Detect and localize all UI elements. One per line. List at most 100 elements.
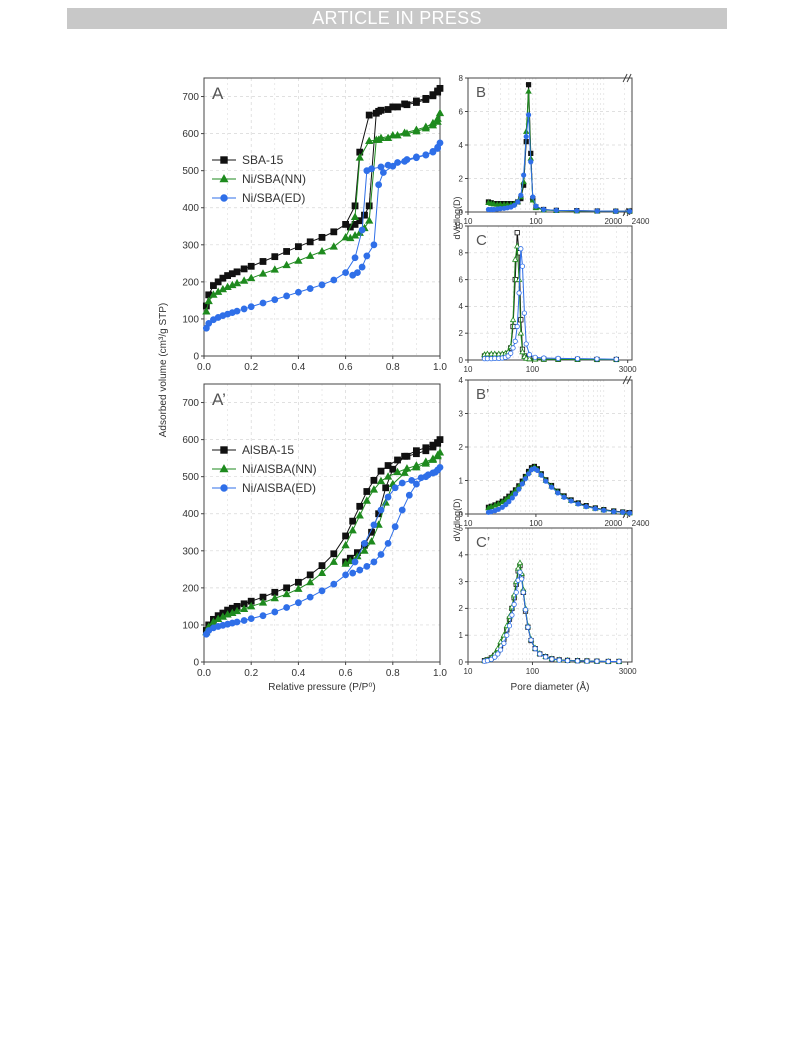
data-point <box>258 598 268 606</box>
data-point <box>365 136 374 144</box>
data-point <box>204 296 213 305</box>
data-point <box>620 509 626 515</box>
x-tick-label: 0.8 <box>386 668 400 679</box>
data-point <box>520 589 526 595</box>
data-point <box>519 481 525 487</box>
data-point <box>306 238 314 246</box>
y-tick-label: 0 <box>459 208 464 217</box>
series-ni-sba-ed- <box>485 112 633 214</box>
data-point <box>348 525 357 534</box>
y-tick-label: 700 <box>182 398 199 409</box>
data-point <box>401 100 409 108</box>
x-tick-label: 100 <box>526 365 540 374</box>
data-point <box>210 282 217 289</box>
plot-frame <box>467 225 633 361</box>
left-y-axis-title: Adsorbed volume (cm³/g STP) <box>158 303 169 438</box>
data-point <box>490 200 498 207</box>
data-point <box>495 506 501 512</box>
data-point <box>509 612 515 618</box>
data-point <box>429 91 437 99</box>
data-point <box>329 242 338 250</box>
data-point <box>363 562 371 570</box>
data-point <box>537 651 543 657</box>
data-point <box>514 323 520 330</box>
data-point <box>594 658 600 664</box>
data-point <box>428 118 438 127</box>
data-point <box>258 269 268 277</box>
data-point <box>214 278 222 286</box>
data-point <box>341 559 350 567</box>
data-point <box>512 491 519 497</box>
data-point <box>412 447 420 455</box>
data-point <box>611 509 617 515</box>
data-point <box>350 212 360 220</box>
data-point <box>355 153 364 161</box>
legend-marker <box>220 156 228 164</box>
y-tick-label: 200 <box>182 583 199 594</box>
data-point <box>510 345 516 351</box>
x-tick-label: 100 <box>526 667 540 676</box>
right-bottom-y-axis-title: dV/dlog(D) <box>452 498 462 541</box>
data-point <box>317 568 327 576</box>
data-point <box>247 303 255 311</box>
y-tick-label: 3 <box>459 409 464 418</box>
data-point <box>422 444 430 452</box>
data-point <box>365 216 374 224</box>
data-point <box>389 103 397 111</box>
data-point <box>513 589 519 595</box>
data-point <box>384 539 392 547</box>
data-point <box>506 499 512 505</box>
y-tick-label: 8 <box>459 249 464 258</box>
x-tick-label: 0.4 <box>291 668 305 679</box>
data-point <box>370 476 378 484</box>
data-point <box>388 131 397 139</box>
right-x-axis-title: Pore diameter (Å) <box>511 680 590 693</box>
x-tick-label: 0.0 <box>197 362 211 373</box>
data-point <box>525 87 532 94</box>
gridlines <box>468 379 632 515</box>
data-point <box>514 230 520 236</box>
data-point <box>429 469 437 477</box>
data-point <box>548 484 555 490</box>
x-tick-label: 0.0 <box>197 668 211 679</box>
data-point <box>379 169 387 176</box>
data-point <box>434 87 442 95</box>
data-point <box>233 268 241 276</box>
data-point <box>521 172 527 178</box>
data-point <box>294 599 302 607</box>
axis-break-mark <box>626 73 632 83</box>
data-point <box>247 262 255 270</box>
left-x-axis-title: Relative pressure (P/P⁰) <box>268 682 375 693</box>
data-point <box>370 521 378 529</box>
y-tick-label: 4 <box>459 551 464 560</box>
x-tick-label: 3000 <box>619 667 637 676</box>
data-point <box>583 504 589 510</box>
data-point <box>271 253 279 261</box>
legend-marker <box>220 446 228 454</box>
plot-frame <box>203 383 441 663</box>
y-tick-label: 200 <box>182 277 199 288</box>
data-point <box>429 148 437 156</box>
data-point <box>525 112 532 118</box>
data-point <box>541 355 547 361</box>
y-tick-label: 400 <box>182 203 199 214</box>
x-tick-label: 2400 <box>632 519 650 528</box>
y-tick-label: 0 <box>193 658 199 669</box>
data-point <box>408 476 416 484</box>
data-point <box>351 254 359 262</box>
data-point <box>517 569 523 575</box>
series-ni-alsba-ed- <box>481 569 622 665</box>
data-point <box>358 226 366 234</box>
data-point <box>501 640 507 646</box>
data-point <box>318 233 326 241</box>
y-tick-label: 0 <box>193 352 199 363</box>
data-point <box>330 580 338 588</box>
series-ni-sba-ed- <box>481 246 619 362</box>
data-point <box>294 584 303 592</box>
data-point <box>499 504 505 510</box>
data-point <box>398 479 406 487</box>
data-point <box>564 658 571 664</box>
data-point <box>342 269 350 277</box>
data-point <box>382 484 390 492</box>
